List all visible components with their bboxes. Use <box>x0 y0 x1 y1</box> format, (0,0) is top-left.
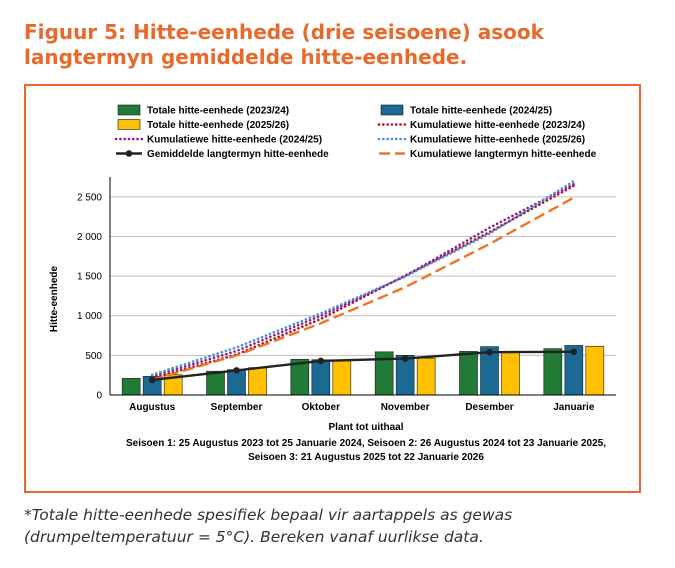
bar <box>311 359 331 396</box>
legend: Totale hitte-eenhede (2023/24) Totale hit… <box>114 104 597 160</box>
line-marker <box>148 376 156 384</box>
lines <box>148 179 578 384</box>
chart-frame: Totale hitte-eenhede (2023/24) Totale hit… <box>24 84 641 493</box>
line-marker <box>570 348 578 356</box>
footnote-line2: (drumpeltemperatuur = 5°C). Bereken vana… <box>24 528 484 546</box>
y-tick-label: 500 <box>85 351 102 362</box>
legend-label: Totale hitte-eenhede (2023/24) <box>147 106 289 117</box>
legend-label: Kumulatiewe langtermyn hitte-eenhede <box>410 149 597 160</box>
footnote: *Totale hitte-eenhede spesifiek bepaal v… <box>24 504 644 548</box>
bar <box>332 360 352 396</box>
figure-title-line2: langtermyn gemiddelde hitte-eenhede. <box>24 45 468 69</box>
caption-line-2: Seisoen 3: 21 Augustus 2025 tot 22 Janua… <box>248 452 484 463</box>
caption-line-1: Seisoen 1: 25 Augustus 2023 tot 25 Janua… <box>126 438 606 449</box>
line-marker <box>233 367 240 374</box>
y-tick-label: 2 000 <box>77 232 102 243</box>
legend-label: Totale hitte-eenhede (2025/26) <box>147 120 289 131</box>
series-line <box>151 196 575 382</box>
axes: 0 500 1 000 1 500 2 000 2 500 Augustus Septembe… <box>77 177 616 413</box>
bar <box>585 345 605 396</box>
bars <box>121 345 605 396</box>
legend-marker <box>125 150 133 157</box>
y-tick-label: 1 000 <box>77 311 102 322</box>
bar <box>206 370 225 396</box>
legend-label: Kumulatiewe hitte-eenhede (2023/24) <box>410 120 585 131</box>
gridlines <box>110 196 616 356</box>
legend-label: Totale hitte-eenhede (2024/25) <box>410 106 552 117</box>
bar <box>501 351 520 396</box>
x-tick-label: September <box>211 402 263 413</box>
series-line <box>152 350 574 382</box>
legend-label: Gemiddelde langtermyn hitte-eenhede <box>147 149 329 160</box>
footnote-line1: *Totale hitte-eenhede spesifiek bepaal v… <box>24 506 513 524</box>
bar <box>543 348 563 396</box>
y-tick-label: 0 <box>96 391 102 402</box>
line-marker <box>486 348 493 356</box>
series-line <box>150 182 576 378</box>
legend-label: Kumulatiewe hitte-eenhede (2025/26) <box>410 135 585 146</box>
bar <box>416 357 436 396</box>
legend-swatch <box>380 104 404 116</box>
line-marker <box>317 357 325 365</box>
x-tick-label: November <box>381 402 430 413</box>
legend-swatch <box>117 104 141 116</box>
x-tick-label: Desember <box>465 402 513 413</box>
y-tick-label: 1 500 <box>77 272 102 283</box>
bar <box>459 351 478 396</box>
figure-title-line1: Figuur 5: Hitte-eenhede (drie seisoene) … <box>24 20 544 44</box>
legend-label: Kumulatiewe hitte-eenhede (2024/25) <box>147 135 322 146</box>
line-marker <box>401 355 409 362</box>
y-axis-label: Hitte-eenhede <box>49 266 60 333</box>
legend-swatch <box>117 119 141 130</box>
series-line <box>150 184 576 380</box>
x-axis-label: Plant tot uithaal <box>329 422 404 433</box>
x-tick-label: Januarie <box>553 402 595 413</box>
bar <box>121 378 141 396</box>
x-tick-label: Augustus <box>129 402 176 413</box>
figure-title: Figuur 5: Hitte-eenhede (drie seisoene) … <box>24 20 654 70</box>
y-tick-label: 2 500 <box>77 192 102 203</box>
bar <box>248 367 267 396</box>
series-line <box>150 179 576 377</box>
chart: Totale hitte-eenhede (2023/24) Totale hit… <box>49 104 616 463</box>
x-tick-label: Oktober <box>302 402 340 413</box>
